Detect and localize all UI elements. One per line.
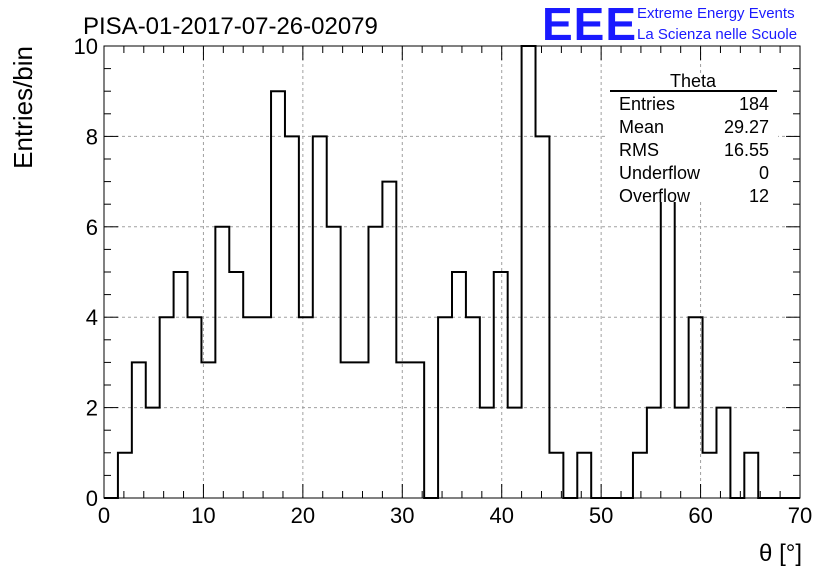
histogram-bin xyxy=(633,453,647,498)
histogram-bin xyxy=(132,362,146,498)
histogram-bin xyxy=(675,408,689,498)
eee-logo: EEE Extreme Energy Events La Scienza nel… xyxy=(542,0,797,50)
x-tick-labels: 0 10 20 30 40 50 60 70 xyxy=(98,503,812,528)
histogram-bin xyxy=(647,408,661,498)
stats-row-value: 184 xyxy=(739,94,769,114)
logo-line-1: Extreme Energy Events xyxy=(637,5,795,22)
histogram-bin xyxy=(368,227,382,498)
histogram-bin xyxy=(744,453,758,498)
histogram-bin xyxy=(382,182,396,498)
stats-row-label: Entries xyxy=(619,94,675,114)
x-tick-label: 10 xyxy=(191,503,215,528)
histogram-bin xyxy=(410,362,424,498)
stats-row-label: Mean xyxy=(619,117,664,137)
y-tick-label: 8 xyxy=(86,124,98,149)
stats-box-title: Theta xyxy=(670,71,717,91)
stats-row-value: 0 xyxy=(759,163,769,183)
stats-row-label: Overflow xyxy=(619,186,691,206)
x-axis-label: θ [°] xyxy=(759,540,802,567)
histogram-bin xyxy=(577,453,591,498)
stats-row-label: RMS xyxy=(619,140,659,160)
x-tick-label: 40 xyxy=(489,503,513,528)
histogram-bin xyxy=(494,272,508,498)
stats-row-value: 12 xyxy=(749,186,769,206)
histogram-bin xyxy=(480,408,494,498)
stats-box-rows: Entries 184 Mean 29.27 RMS 16.55 Underflow 0 Ove… xyxy=(619,94,769,206)
y-axis-label: Entries/bin xyxy=(8,46,38,169)
y-tick-label: 0 xyxy=(86,486,98,511)
stats-box-background xyxy=(608,76,778,202)
histogram-bin xyxy=(661,182,675,498)
histogram-bin xyxy=(508,408,522,498)
histogram-bin xyxy=(522,46,536,498)
histogram-bin xyxy=(174,272,188,498)
stats-row-value: 16.55 xyxy=(724,140,769,160)
logo-line-2: La Scienza nelle Scuole xyxy=(637,26,797,43)
histogram-bin xyxy=(215,227,229,498)
axis-ticks xyxy=(103,45,801,499)
y-tick-label: 2 xyxy=(86,396,98,421)
x-tick-label: 50 xyxy=(589,503,613,528)
histogram-bin xyxy=(396,362,410,498)
x-tick-label: 70 xyxy=(788,503,812,528)
eee-logo-mark: EEE xyxy=(542,0,637,50)
x-tick-label: 60 xyxy=(688,503,712,528)
stats-box: Theta Entries 184 Mean 29.27 RMS 16.55 Underfl… xyxy=(608,71,778,206)
histogram-bin xyxy=(118,453,132,498)
y-tick-label: 4 xyxy=(86,305,98,330)
histogram-bin xyxy=(341,362,355,498)
histogram-bin xyxy=(716,408,730,498)
histogram-bin xyxy=(452,272,466,498)
x-tick-label: 0 xyxy=(98,503,110,528)
histogram-bin xyxy=(327,227,341,498)
x-tick-label: 20 xyxy=(291,503,315,528)
stats-row-value: 29.27 xyxy=(724,117,769,137)
histogram-bin xyxy=(229,272,243,498)
histogram-bin xyxy=(703,453,717,498)
histogram-bin xyxy=(271,91,285,498)
chart-title: PISA-01-2017-07-26-02079 xyxy=(83,13,378,40)
histogram-outline xyxy=(104,45,800,499)
y-tick-labels: 0 2 4 6 8 10 xyxy=(74,34,98,511)
y-tick-label: 10 xyxy=(74,34,98,59)
stats-row-label: Underflow xyxy=(619,163,701,183)
histogram-bin xyxy=(355,362,369,498)
x-tick-label: 30 xyxy=(390,503,414,528)
histogram-bin xyxy=(146,408,160,498)
y-tick-label: 6 xyxy=(86,215,98,240)
